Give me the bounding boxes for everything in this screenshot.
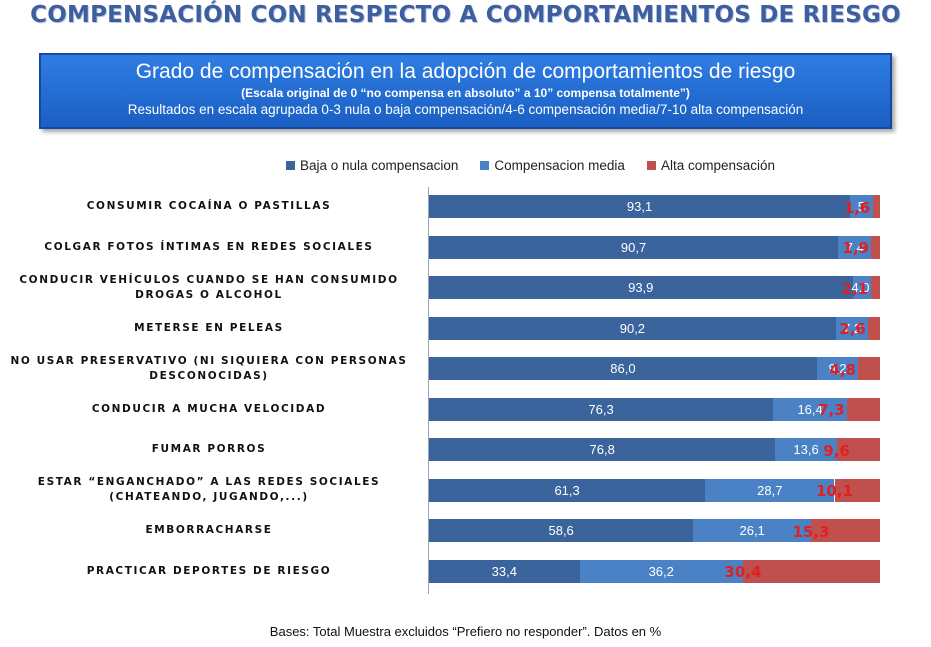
footnote: Bases: Total Muestra excluidos “Prefiero… [269, 624, 662, 639]
bar-low: 93,9 [429, 276, 853, 299]
bar-medium: 26,1 [693, 519, 811, 542]
high-value-label: 4,8 [829, 360, 856, 379]
bar-low: 76,8 [429, 438, 776, 461]
chart-title: Grado de compensación en la adopción de … [135, 60, 796, 83]
bar-value-label: 90,2 [619, 320, 646, 336]
bar-high [858, 357, 880, 380]
bar-value-label: 16,4 [797, 401, 823, 417]
chart-legend: Baja o nula compensacion Compensacion me… [286, 156, 797, 174]
bar-value-label: 26,1 [739, 523, 765, 538]
legend-label-low: Baja o nula compensacion [300, 157, 459, 173]
legend-swatch-high [646, 160, 656, 170]
bar-low: 90,7 [429, 235, 839, 259]
bar-value-label: 76,8 [589, 442, 615, 457]
chart-header-box: Grado de compensación en la adopción de … [39, 53, 892, 129]
legend-label-high: Alta compensación [660, 157, 776, 173]
category-label: PRACTICAR DEPORTES DE RIESGO [86, 564, 332, 577]
bar-value-label: 86,0 [610, 361, 636, 376]
high-value-label: 2,6 [839, 320, 866, 338]
bar-medium: 7,2 [835, 316, 869, 340]
legend-item-medium: Compensacion media [480, 158, 625, 173]
high-value-label: 10,1 [816, 482, 854, 500]
results-note: Resultados en escala agrupada 0-3 nula o… [127, 102, 804, 117]
bar-value-label: 61,3 [554, 482, 580, 498]
bar-high [868, 316, 880, 340]
bar-medium: 5 [850, 195, 873, 218]
bar-value-label: 13,6 [793, 442, 819, 457]
bar-medium: 13,6 [775, 438, 837, 461]
category-label: ESTAR “ENGANCHADO” A LAS REDES SOCIALES … [37, 476, 381, 503]
bar-value-label: 33,4 [491, 563, 517, 579]
category-label: NO USAR PRESERVATIVO (NI SIQUIERA CON PE… [10, 354, 408, 382]
high-value-label: 1,9 [842, 239, 869, 257]
category-label: CONDUCIR A MUCHA VELOCIDAD [91, 402, 327, 415]
bar-high [870, 276, 880, 299]
bar-value-label: 90,7 [620, 239, 647, 255]
bar-value-label: 58,6 [548, 523, 574, 538]
legend-label-medium: Compensacion media [494, 157, 625, 173]
bar-low: 33,4 [429, 559, 580, 583]
bar-low: 93,1 [429, 195, 851, 218]
bar-high [834, 478, 880, 502]
bar-low: 58,6 [429, 519, 694, 542]
bar-value-label: 76,3 [588, 401, 614, 417]
bar-medium: 16,4 [773, 397, 848, 421]
high-value-label: 9,6 [823, 441, 850, 460]
bar-high [847, 397, 880, 421]
bar-low: 86,0 [429, 357, 817, 380]
bar-value-label: 93,1 [626, 199, 653, 214]
bar-value-label: 36,2 [648, 563, 674, 579]
bar-high [836, 438, 880, 461]
category-label: CONSUMIR COCAÍNA O PASTILLAS [86, 200, 332, 212]
bar-value-label: 28,7 [757, 482, 783, 498]
category-label: FUMAR PORROS [151, 443, 267, 455]
bar-low: 61,3 [429, 478, 706, 502]
bar-high [872, 195, 880, 218]
bar-value-label: 7,2 [843, 320, 862, 336]
high-value-label: 7,3 [818, 401, 845, 419]
bar-value-label: 93,9 [628, 280, 654, 295]
bar-low: 90,2 [429, 316, 836, 340]
bar-value-label: 5 [857, 199, 865, 214]
bar-value-label: 4,0 [851, 280, 870, 295]
bar-medium: 9,2 [816, 357, 859, 380]
bar-medium: 28,7 [705, 478, 835, 502]
category-label: METERSE EN PELEAS [134, 321, 284, 334]
bar-high [811, 519, 880, 542]
legend-item-low: Baja o nula compensacion [286, 158, 458, 173]
category-label: COLGAR FOTOS ÍNTIMAS EN REDES SOCIALES [44, 240, 374, 253]
high-value-label: 1,6 [843, 198, 871, 217]
bar-value-label: 7,4 [845, 239, 864, 255]
category-axis-line [428, 187, 429, 594]
category-label: CONDUCIR VEHÍCULOS CUANDO SE HAN CONSUMI… [19, 273, 399, 301]
bar-high [742, 559, 880, 583]
bar-medium: 36,2 [579, 559, 743, 583]
legend-swatch-low [286, 160, 295, 170]
high-value-label: 15,3 [792, 522, 830, 541]
bar-medium: 7,4 [838, 235, 872, 259]
legend-item-high: Alta compensación [646, 157, 776, 173]
high-value-label: 2,1 [841, 279, 869, 298]
legend-swatch-medium [480, 160, 490, 170]
main-title: COMPENSACIÓN CON RESPECTO A COMPORTAMIEN… [30, 2, 901, 28]
bar-medium: 4,0 [851, 276, 871, 299]
bar-value-label: 9,2 [828, 361, 847, 376]
high-value-label: 30,4 [724, 563, 762, 581]
bar-high [871, 235, 880, 259]
category-label: EMBORRACHARSE [145, 524, 273, 536]
scale-note: (Escala original de 0 “no compensa en ab… [241, 86, 690, 100]
bar-low: 76,3 [429, 397, 774, 421]
